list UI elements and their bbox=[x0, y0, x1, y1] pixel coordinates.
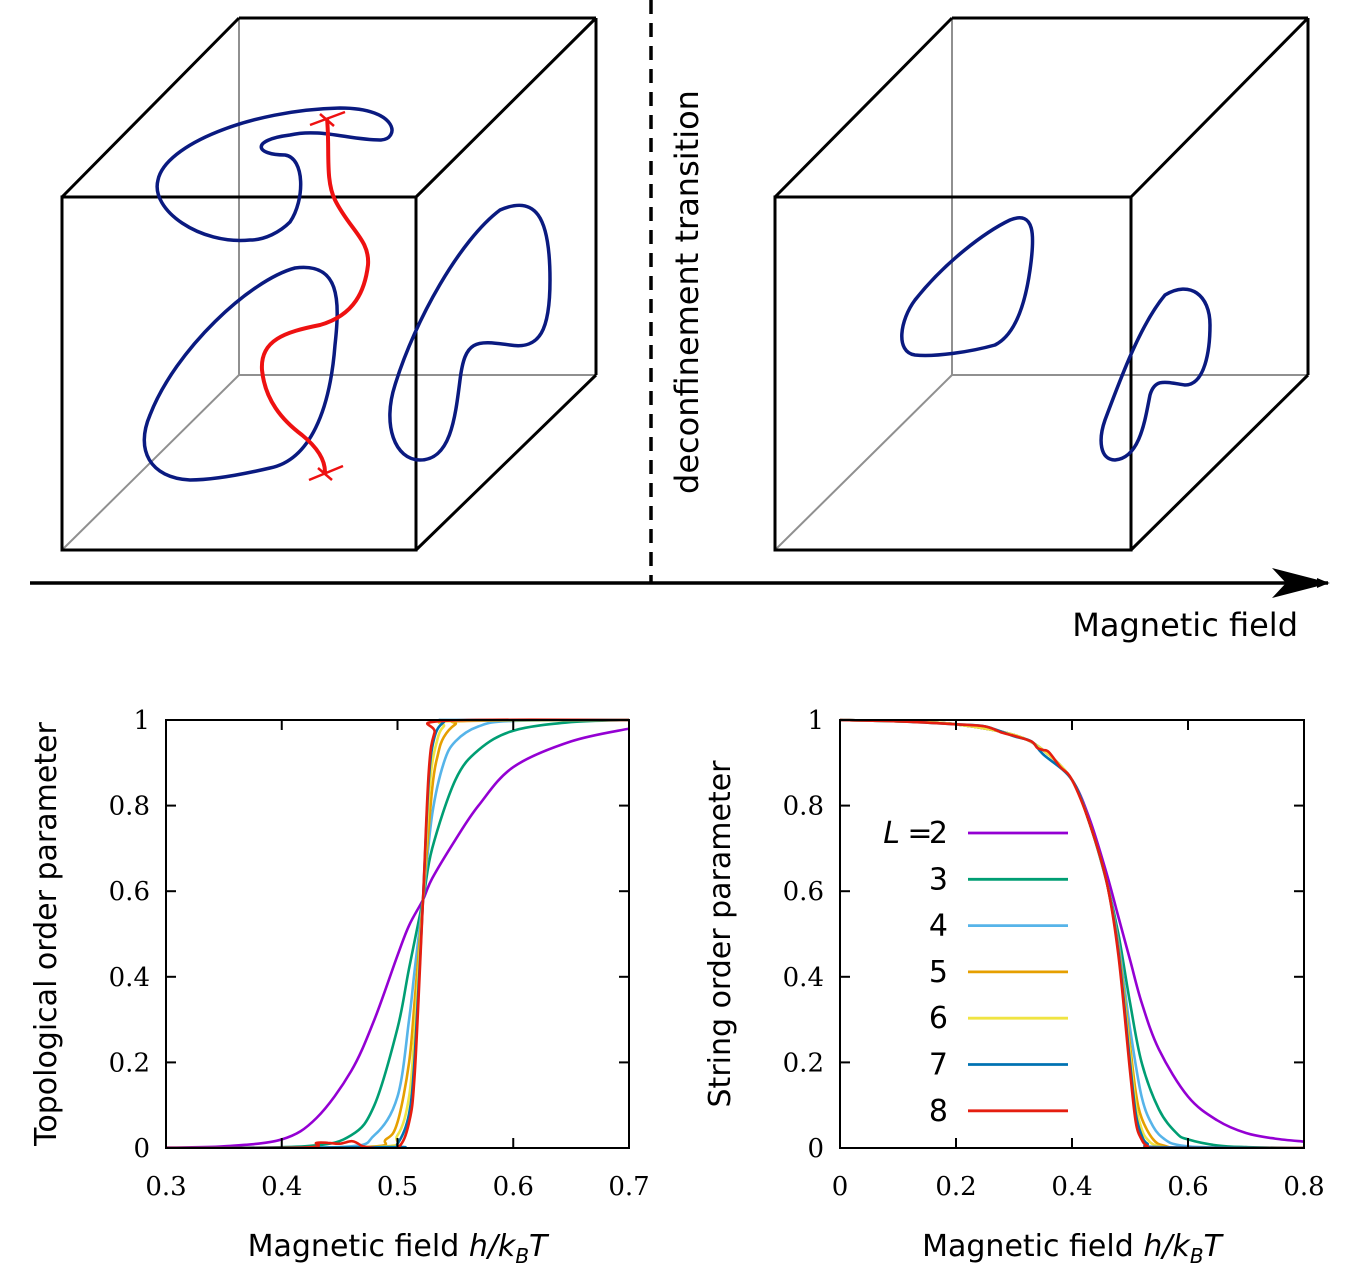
y-axis-label: Topological order parameter bbox=[29, 721, 64, 1146]
x-tick-label: 0.7 bbox=[608, 1172, 649, 1202]
y-tick-label: 0.8 bbox=[109, 792, 150, 822]
legend-label: 3 bbox=[929, 862, 948, 897]
series-line-L3 bbox=[166, 718, 629, 1148]
series-line-L6 bbox=[840, 718, 1304, 1148]
legend-item-L6: 6 bbox=[929, 1001, 1068, 1036]
series-line-L8 bbox=[840, 718, 1304, 1148]
string-endpoints bbox=[308, 110, 346, 482]
legend-item-L3: 3 bbox=[929, 862, 1068, 897]
y-tick-label: 0.4 bbox=[783, 963, 824, 993]
plot-frame bbox=[839, 719, 1305, 1149]
field-arrow-label: Magnetic field bbox=[1072, 606, 1298, 644]
deconfined-phase-cube bbox=[773, 16, 1310, 552]
legend-item-L7: 7 bbox=[929, 1048, 1068, 1083]
series-line-L5 bbox=[166, 718, 629, 1148]
series-line-L7 bbox=[840, 718, 1304, 1148]
loop-side bbox=[1099, 287, 1212, 462]
string-order-chart: 0 0.2 0.4 0.6 0.8 0 0.2 0.4 0.6 0.8 1 Magnetic fiel… bbox=[703, 706, 1325, 1268]
y-tick-label: 0.4 bbox=[109, 963, 150, 993]
legend-label: 5 bbox=[929, 955, 948, 990]
x-tick-label: 0.6 bbox=[1167, 1172, 1208, 1202]
series-line-L4 bbox=[840, 718, 1304, 1148]
axis-ticks: 0.3 0.4 0.5 0.6 0.7 0 0.2 0.4 0.6 0.8 1 bbox=[109, 706, 650, 1202]
series-line-L2 bbox=[840, 718, 1304, 1143]
closed-loops bbox=[142, 106, 552, 482]
topological-order-chart: 0.3 0.4 0.5 0.6 0.7 0 0.2 0.4 0.6 0.8 1 Magnetic fi… bbox=[29, 706, 650, 1268]
series-lines bbox=[166, 718, 629, 1148]
x-tick-label: 0.5 bbox=[377, 1172, 418, 1202]
x-tick-label: 0 bbox=[832, 1172, 849, 1202]
series-line-L5 bbox=[840, 718, 1304, 1148]
axis-ticks: 0 0.2 0.4 0.6 0.8 0 0.2 0.4 0.6 0.8 1 bbox=[783, 706, 1325, 1202]
loop-side bbox=[388, 203, 552, 462]
confined-phase-cube bbox=[60, 16, 598, 552]
x-tick-label: 0.2 bbox=[935, 1172, 976, 1202]
x-tick-label: 0.6 bbox=[493, 1172, 534, 1202]
series-lines bbox=[840, 718, 1304, 1148]
x-tick-label: 0.4 bbox=[1051, 1172, 1092, 1202]
transition-label: deconfinement transition bbox=[668, 90, 706, 494]
y-tick-label: 0.6 bbox=[109, 877, 150, 907]
y-tick-label: 0 bbox=[133, 1134, 150, 1164]
series-line-L2 bbox=[166, 727, 629, 1148]
legend: L =2 3 4 5 6 7 8 bbox=[883, 816, 1068, 1129]
legend-label: 8 bbox=[929, 1094, 948, 1129]
loop-top bbox=[155, 106, 394, 243]
legend-item-L2: L =2 bbox=[883, 816, 1068, 851]
x-tick-label: 0.8 bbox=[1283, 1172, 1324, 1202]
legend-label: 7 bbox=[929, 1048, 948, 1083]
y-axis-label: String order parameter bbox=[703, 760, 738, 1108]
field-arrowhead bbox=[1272, 568, 1330, 598]
series-line-L6 bbox=[166, 718, 629, 1148]
x-tick-label: 0.4 bbox=[261, 1172, 302, 1202]
plot-frame bbox=[165, 719, 630, 1149]
open-string bbox=[259, 117, 371, 473]
y-tick-label: 0.2 bbox=[783, 1048, 824, 1078]
legend-label: 2 bbox=[929, 816, 948, 851]
y-tick-label: 0.6 bbox=[783, 877, 824, 907]
cube-visible-edges bbox=[773, 16, 1310, 552]
y-tick-label: 1 bbox=[133, 706, 150, 736]
y-tick-label: 1 bbox=[807, 706, 824, 736]
legend-label: 4 bbox=[929, 909, 948, 944]
series-line-L8 bbox=[166, 718, 629, 1148]
series-line-L7 bbox=[166, 718, 629, 1148]
cube-visible-edges bbox=[60, 16, 598, 552]
y-tick-label: 0.2 bbox=[109, 1048, 150, 1078]
legend-item-L8: 8 bbox=[929, 1094, 1068, 1129]
closed-loops bbox=[900, 216, 1212, 462]
x-tick-label: 0.3 bbox=[145, 1172, 186, 1202]
legend-label: 6 bbox=[929, 1001, 948, 1036]
x-axis-label: Magnetic field h/kBT bbox=[248, 1229, 550, 1268]
loop-small bbox=[900, 216, 1035, 358]
series-line-L3 bbox=[840, 718, 1304, 1148]
legend-item-L5: 5 bbox=[929, 955, 1068, 990]
series-line-L4 bbox=[166, 718, 629, 1148]
loop-front bbox=[142, 265, 339, 482]
y-tick-label: 0.8 bbox=[783, 792, 824, 822]
legend-item-L4: 4 bbox=[929, 909, 1068, 944]
y-tick-label: 0 bbox=[807, 1134, 824, 1164]
legend-equals: = bbox=[907, 816, 932, 851]
legend-title: L bbox=[883, 816, 900, 851]
x-axis-label: Magnetic field h/kBT bbox=[922, 1229, 1224, 1268]
